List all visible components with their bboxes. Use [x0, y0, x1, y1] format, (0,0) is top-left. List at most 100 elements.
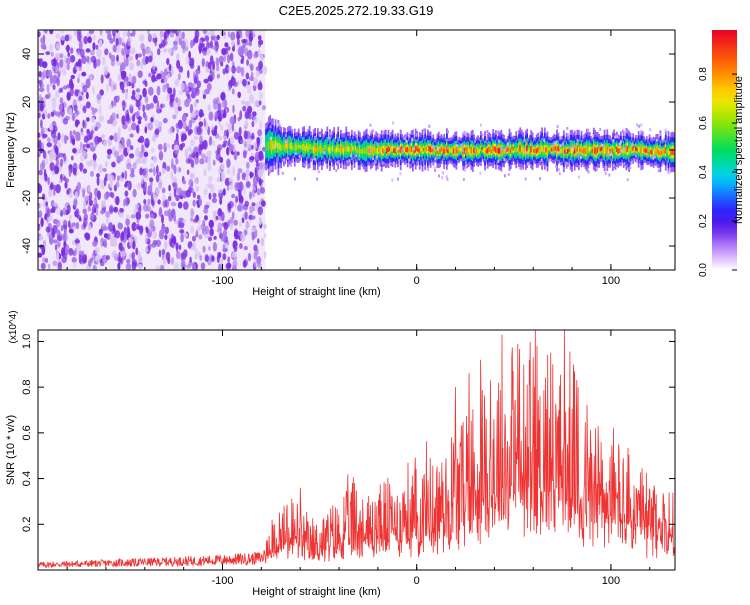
noise-speckle [86, 160, 90, 166]
noise-speckle [181, 142, 186, 148]
noise-speckle [69, 107, 72, 116]
noise-speckle [243, 245, 248, 251]
faint-spot [539, 177, 542, 181]
noise-speckle [238, 30, 242, 36]
signal-cell [542, 148, 545, 153]
noise-speckle [229, 144, 234, 152]
noise-speckle [111, 161, 116, 168]
noise-speckle [83, 199, 86, 210]
noise-speckle [38, 139, 42, 150]
y-tick-label: -20 [21, 190, 33, 206]
signal-cell [582, 149, 584, 154]
noise-speckle [108, 52, 112, 59]
faint-spot [577, 153, 580, 157]
noise-speckle [207, 104, 211, 111]
noise-speckle [152, 134, 156, 143]
noise-speckle [248, 76, 255, 82]
signal-cell [398, 148, 401, 153]
faint-spot [474, 139, 476, 143]
noise-speckle [194, 254, 198, 260]
noise-speckle [257, 206, 263, 216]
faint-spot [397, 146, 400, 150]
faint-spot [397, 177, 399, 181]
noise-speckle [38, 225, 41, 230]
noise-speckle [229, 136, 234, 146]
noise-speckle [124, 196, 130, 207]
signal-cell [273, 143, 276, 150]
noise-speckle [81, 71, 87, 77]
signal-cell [567, 149, 569, 154]
noise-speckle [192, 71, 196, 79]
noise-speckle [246, 59, 250, 66]
noise-speckle [219, 55, 224, 65]
signal-cell [461, 147, 463, 152]
noise-speckle [222, 188, 226, 196]
noise-speckle [62, 207, 67, 216]
signal-cell [410, 146, 413, 153]
noise-speckle [215, 152, 221, 161]
noise-speckle [166, 73, 171, 79]
noise-speckle [179, 229, 185, 234]
noise-speckle [98, 105, 102, 115]
noise-speckle [232, 46, 235, 52]
noise-speckle [223, 98, 228, 109]
noise-speckle [92, 153, 97, 161]
signal-cell [269, 139, 272, 149]
signal-cell [485, 149, 488, 153]
noise-speckle [177, 106, 182, 112]
signal-cell [359, 148, 361, 155]
y-tick-label: 20 [21, 96, 33, 108]
noise-speckle [204, 215, 208, 221]
signal-cell [664, 147, 667, 154]
signal-cell [580, 146, 583, 152]
noise-speckle [261, 200, 266, 207]
noise-speckle [144, 95, 149, 104]
noise-speckle [199, 255, 203, 261]
faint-spot [391, 178, 394, 182]
signal-cell [648, 147, 651, 152]
noise-speckle [189, 256, 192, 263]
noise-speckle [86, 117, 90, 122]
noise-speckle [172, 163, 175, 172]
noise-speckle [125, 48, 131, 55]
noise-speckle [110, 59, 116, 67]
noise-speckle [192, 191, 196, 198]
noise-speckle [125, 91, 128, 101]
x-tick-label: 0 [414, 575, 420, 587]
signal-cell [497, 147, 500, 154]
noise-speckle [203, 78, 209, 84]
signal-cell [644, 149, 647, 153]
noise-speckle [135, 93, 140, 100]
noise-speckle [237, 168, 243, 174]
faint-spot [601, 143, 604, 147]
noise-speckle [119, 207, 124, 213]
noise-speckle [130, 95, 136, 100]
noise-speckle [89, 142, 94, 147]
noise-speckle [100, 74, 104, 84]
noise-speckle [243, 185, 246, 195]
noise-speckle [183, 201, 189, 210]
noise-speckle [86, 144, 91, 149]
noise-speckle [190, 112, 197, 118]
signal-cell [576, 145, 579, 152]
signal-cell [311, 146, 314, 150]
noise-speckle [49, 125, 54, 131]
noise-speckle [229, 52, 234, 62]
faint-spot [556, 125, 559, 129]
noise-speckle [158, 43, 163, 49]
signal-cell [583, 148, 586, 154]
noise-speckle [72, 147, 77, 154]
noise-speckle [85, 78, 91, 89]
signal-cell [534, 148, 537, 153]
signal-cell [303, 143, 306, 151]
faint-spot [503, 157, 506, 161]
noise-speckle [189, 172, 195, 179]
noise-speckle [216, 177, 221, 183]
signal-cell [659, 148, 662, 155]
noise-speckle [131, 251, 135, 261]
noise-speckle [263, 223, 267, 230]
noise-speckle [166, 165, 171, 172]
noise-speckle [56, 206, 62, 215]
faint-spot [460, 143, 463, 147]
noise-speckle [76, 30, 82, 35]
